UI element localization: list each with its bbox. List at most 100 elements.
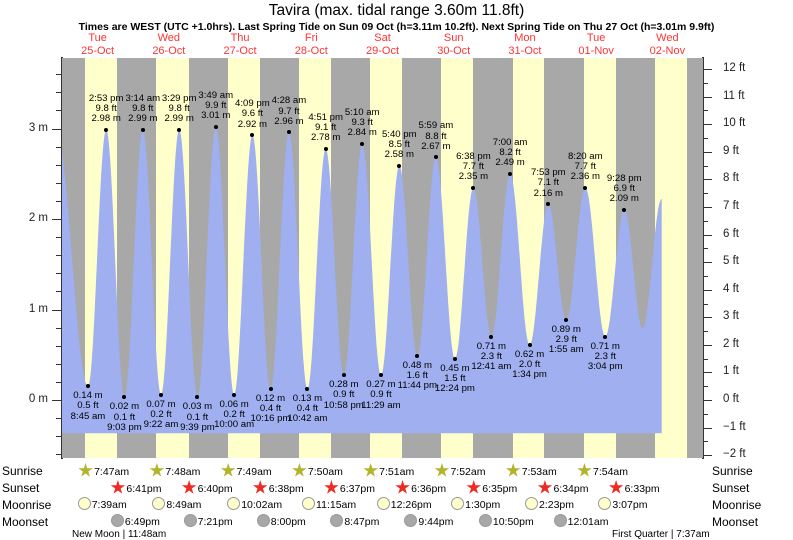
moonset-event-3-time: 8:47pm — [344, 516, 380, 528]
low-tide-label-11-line-1: 2.3 ft — [480, 350, 503, 362]
sunrise-star-icon — [434, 463, 450, 477]
low-tide-label-6-line-2: 10:42 am — [287, 413, 328, 425]
left-tick — [56, 273, 62, 275]
high-tide-label-6-line-2: 2.78 m — [310, 132, 341, 144]
right-tick — [703, 455, 712, 457]
sunrise-star-icon — [506, 463, 521, 477]
right-tick — [703, 262, 712, 264]
moonrise-circle-icon — [376, 497, 390, 510]
day-date: 02-Nov — [649, 44, 686, 57]
sunrise-star-icon — [292, 463, 307, 477]
sunset-star-icon — [537, 480, 553, 494]
right-axis-label-13: −1 ft — [723, 420, 746, 433]
high-tide-label-8: 5:40 pm 8.5 ft 2.58 m — [362, 129, 436, 161]
left-tick — [56, 146, 62, 148]
sunrise-event-3: 7:50am — [292, 463, 343, 478]
right-tick — [703, 179, 712, 181]
low-tide-label-3-line-1: 0.1 ft — [186, 411, 209, 423]
high-tide-label-9-line-0: 5:59 am — [418, 120, 454, 132]
moonrise-circle-icon — [302, 497, 316, 510]
right-axis-label-3: 9 ft — [723, 144, 739, 157]
high-tide-label-4-line-2: 2.92 m — [237, 118, 268, 130]
low-tide-label-10-line-2: 12:24 pm — [434, 383, 475, 395]
day-header-25-oct: Tue 25-Oct — [58, 32, 138, 57]
moonrise-circle-icon — [525, 497, 538, 510]
right-tick — [703, 344, 712, 346]
left-tick — [56, 454, 62, 456]
high-tide-label-13-line-0: 8:20 am — [567, 150, 603, 162]
low-tide-label-1-line-2: 9:03 pm — [107, 421, 142, 433]
sunrise-star-icon — [78, 463, 93, 477]
high-tide-dot-11 — [508, 171, 513, 176]
day-header-01-nov: Tue 01-Nov — [556, 32, 636, 57]
high-tide-label-8-line-1: 8.5 ft — [388, 138, 410, 150]
right-tick — [703, 386, 708, 388]
left-tick — [52, 219, 62, 221]
high-tide-label-0-line-2: 2.98 m — [91, 113, 121, 125]
moonset-event-2-time: 8:00pm — [270, 516, 306, 528]
high-tide-label-2-line-2: 2.99 m — [164, 113, 194, 125]
low-tide-label-3-line-2: 9:39 pm — [180, 421, 215, 433]
sunrise-event-1: 7:48am — [149, 463, 200, 478]
left-tick — [56, 164, 62, 166]
left-tick — [56, 110, 62, 112]
moonrise-event-6: 2:23pm — [525, 497, 574, 511]
low-tide-label-8-line-0: 0.27 m — [366, 379, 396, 391]
low-tide-label-4: 0.06 m 0.2 ft 10:00 am — [197, 399, 271, 431]
sunrise-event-6-time: 7:53am — [521, 466, 557, 478]
left-tick — [56, 92, 62, 94]
moon-phase-separator-1: | — [668, 529, 677, 540]
low-tide-label-11-line-0: 0.71 m — [476, 340, 507, 352]
low-tide-label-9-line-0: 0.48 m — [402, 359, 432, 371]
sunset-row-label-left: Sunset — [2, 481, 40, 495]
sunrise-event-4: 7:51am — [363, 463, 414, 478]
high-tide-label-3-line-2: 3.01 m — [201, 110, 231, 122]
low-tide-label-4-line-1: 0.2 ft — [223, 408, 245, 420]
moonset-circle-icon — [110, 514, 124, 527]
low-tide-label-12-line-2: 1:34 pm — [512, 369, 547, 381]
low-tide-label-5-line-0: 0.12 m — [255, 393, 286, 405]
high-tide-label-9-line-1: 8.8 ft — [425, 130, 447, 142]
high-tide-label-0: 2:53 pm 9.8 ft 2.98 m — [69, 92, 143, 125]
sunset-event-6: 6:34pm — [537, 480, 588, 495]
low-tide-label-6-line-0: 0.13 m — [292, 393, 323, 405]
right-tick — [703, 248, 708, 250]
low-tide-label-5-line-2: 10:16 pm — [250, 413, 291, 425]
day-date: 27-Oct — [223, 44, 257, 57]
left-tick — [56, 200, 62, 202]
right-axis-label-7: 5 ft — [723, 255, 739, 268]
moonset-row-label-left: Moonset — [2, 515, 49, 529]
high-tide-label-7-line-1: 9.3 ft — [351, 116, 373, 128]
moonset-circle-icon — [404, 514, 418, 527]
tide-curve-svg — [62, 127, 662, 434]
low-tide-dot-1 — [122, 395, 127, 400]
sunset-star-icon — [181, 480, 197, 494]
day-header-31-oct: Mon 31-Oct — [485, 32, 565, 57]
right-tick — [703, 165, 708, 167]
page-title: Tavira (max. tidal range 3.60m 11.8ft) — [268, 2, 525, 19]
high-tide-label-11-line-1: 8.2 ft — [499, 147, 521, 159]
right-axis-label-12: 0 ft — [723, 393, 739, 406]
high-tide-dot-3 — [213, 124, 218, 129]
low-tide-label-12-line-1: 2.0 ft — [518, 359, 541, 371]
sunset-star-icon — [466, 480, 481, 494]
high-tide-label-3-line-0: 3:49 am — [198, 89, 234, 101]
high-tide-label-1-line-0: 3:14 am — [125, 92, 161, 104]
low-tide-label-3-line-0: 0.03 m — [182, 401, 213, 413]
moonrise-event-5: 1:30pm — [451, 497, 500, 511]
right-tick — [703, 331, 708, 333]
night-band-end-8 — [686, 58, 703, 458]
low-tide-label-1-line-0: 0.02 m — [109, 401, 140, 413]
sunset-event-4: 6:36pm — [395, 480, 446, 495]
low-tide-label-0-line-0: 0.14 m — [73, 390, 103, 402]
high-tide-label-0-line-0: 2:53 pm — [88, 92, 124, 104]
moon-phase-0: New Moon | 11:48am — [72, 529, 166, 540]
high-tide-dot-9 — [433, 155, 438, 160]
right-tick — [703, 96, 712, 98]
moonrise-circle-icon — [227, 497, 241, 510]
low-tide-label-11-line-2: 12:41 am — [471, 361, 512, 373]
moonset-circle-icon — [330, 514, 344, 527]
low-tide-dot-3 — [195, 395, 200, 400]
low-tide-label-0-line-1: 0.5 ft — [77, 400, 99, 412]
